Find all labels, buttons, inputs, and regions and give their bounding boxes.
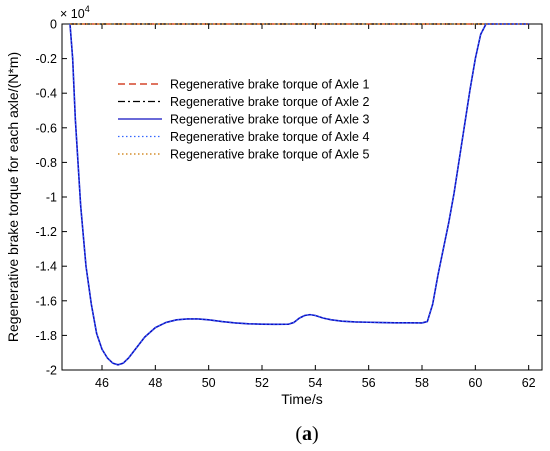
tick-layer: 46 48 50 52 54 56 58 60 62 0 -0.2 -0.4 -0.6 -0.8 -1 -1.… bbox=[35, 18, 542, 390]
plot-frame bbox=[61, 23, 543, 371]
y-multiplier-exponent: 4 bbox=[85, 4, 90, 14]
legend-label-axle-5: Regenerative brake torque of Axle 5 bbox=[170, 148, 369, 162]
y-tick-label: -1 bbox=[46, 191, 57, 205]
caption-open: ( bbox=[295, 423, 302, 445]
y-tick-label: -1.4 bbox=[35, 260, 57, 274]
x-tick-label: 56 bbox=[362, 376, 376, 390]
y-tick-label: -0.6 bbox=[35, 121, 57, 135]
legend-label-axle-4: Regenerative brake torque of Axle 4 bbox=[170, 130, 369, 144]
legend-label-axle-3: Regenerative brake torque of Axle 3 bbox=[170, 113, 369, 127]
x-tick-label: 60 bbox=[468, 376, 482, 390]
y-tick-label: 0 bbox=[50, 18, 57, 32]
x-tick-label: 54 bbox=[308, 376, 322, 390]
y-multiplier-base: × 10 bbox=[60, 7, 85, 21]
y-tick-label: -1.6 bbox=[35, 294, 57, 308]
x-tick-label: 62 bbox=[522, 376, 536, 390]
y-tick-label: -1.8 bbox=[35, 329, 57, 343]
caption-letter: a bbox=[302, 423, 312, 445]
y-axis-multiplier: × 104 bbox=[60, 4, 90, 21]
x-tick-label: 46 bbox=[95, 376, 109, 390]
legend-label-axle-2: Regenerative brake torque of Axle 2 bbox=[170, 95, 369, 109]
series-layer bbox=[69, 23, 529, 366]
series-line-axle-3 bbox=[69, 23, 529, 366]
series-line-axle-4 bbox=[69, 23, 529, 366]
y-tick-label: -2 bbox=[46, 364, 57, 378]
x-axis-label: Time/s bbox=[281, 391, 322, 407]
y-tick-label: -0.4 bbox=[35, 87, 57, 101]
y-tick-label: -0.8 bbox=[35, 156, 57, 170]
legend: Regenerative brake torque of Axle 1 Regen… bbox=[118, 78, 369, 162]
x-tick-label: 48 bbox=[148, 376, 162, 390]
x-tick-label: 50 bbox=[202, 376, 216, 390]
y-tick-label: -1.2 bbox=[35, 225, 57, 239]
figure-caption: (a) bbox=[295, 423, 318, 445]
x-tick-label: 52 bbox=[255, 376, 269, 390]
y-tick-label: -0.2 bbox=[35, 52, 57, 66]
y-axis-label: Regenerative brake torque for each axle/… bbox=[5, 52, 21, 342]
caption-close: ) bbox=[312, 423, 319, 445]
x-tick-label: 58 bbox=[415, 376, 429, 390]
legend-label-axle-1: Regenerative brake torque of Axle 1 bbox=[170, 78, 369, 92]
